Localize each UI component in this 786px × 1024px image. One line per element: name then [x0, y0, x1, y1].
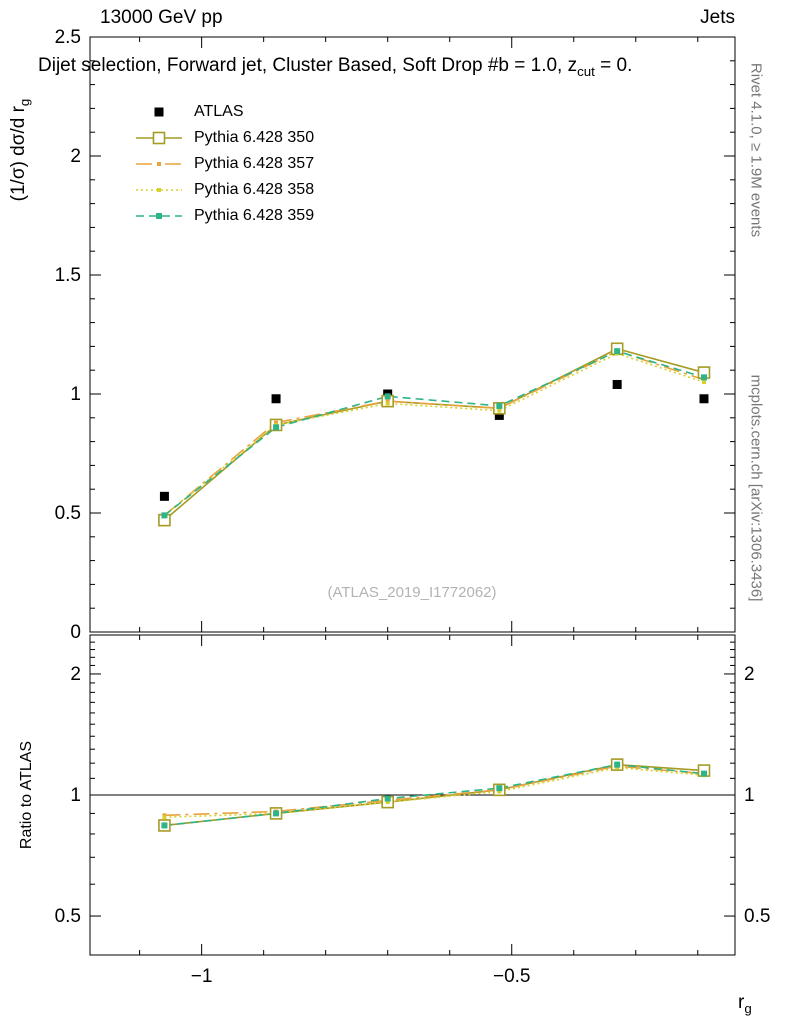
- plot-title: Dijet selection, Forward jet, Cluster Ba…: [38, 55, 632, 79]
- analysis-group-label: Jets: [700, 7, 735, 28]
- legend-item: Pythia 6.428 359: [136, 204, 314, 228]
- legend-item: Pythia 6.428 358: [136, 178, 314, 202]
- legend-item-label: Pythia 6.428 358: [194, 181, 315, 198]
- legend-marker-icon: [136, 188, 182, 192]
- beam-energy-label: 13000 GeV pp: [100, 7, 223, 28]
- main-y-axis-label-subscript: g: [16, 98, 32, 107]
- legend-item: ATLAS: [136, 100, 314, 124]
- legend-marker-icon: [154, 107, 164, 117]
- svg-text:2: 2: [70, 664, 81, 685]
- analysis-id-watermark: (ATLAS_2019_I1772062): [327, 584, 497, 601]
- svg-text:1: 1: [744, 785, 755, 806]
- svg-text:2.5: 2.5: [55, 27, 81, 48]
- plot-title-tail: = 0.: [594, 55, 633, 76]
- legend: ATLAS Pythia 6.428 350 Pythia 6.428 357 Pyt…: [136, 100, 314, 228]
- legend-item-label: Pythia 6.428 359: [194, 207, 315, 224]
- svg-text:2: 2: [744, 664, 755, 685]
- legend-marker-icon: [136, 213, 182, 219]
- mcplots-reference-label: mcplots.cern.ch [arXiv:1306.3436]: [747, 374, 765, 602]
- svg-text:0.5: 0.5: [55, 503, 81, 524]
- x-axis-label: rg: [738, 992, 752, 1016]
- legend-marker-icon: [136, 131, 182, 145]
- svg-text:0: 0: [70, 622, 81, 643]
- svg-text:1: 1: [70, 785, 81, 806]
- ratio-plot-panel: 0.5 0.5 1 1 2 2 −1 −0.5: [55, 634, 770, 987]
- svg-text:2: 2: [70, 146, 81, 167]
- x-axis-label-subscript: g: [744, 1000, 752, 1016]
- plot-title-subscript: cut: [577, 63, 595, 79]
- svg-text:0.5: 0.5: [744, 906, 770, 927]
- svg-text:1.5: 1.5: [55, 265, 81, 286]
- legend-marker-icon: [136, 162, 182, 166]
- ratio-y-axis-label: Ratio to ATLAS: [18, 740, 35, 850]
- svg-text:−0.5: −0.5: [493, 966, 531, 987]
- legend-item: Pythia 6.428 357: [136, 152, 314, 176]
- main-y-axis-label: (1/σ) dσ/d rg: [8, 99, 32, 202]
- legend-item-label: ATLAS: [194, 103, 244, 120]
- svg-text:1: 1: [70, 384, 81, 405]
- main-plot-panel: 0 0.5 1 1.5 2 2.5: [55, 27, 736, 643]
- main-y-axis-label-text: (1/σ) dσ/d r: [8, 106, 30, 202]
- legend-item-label: Pythia 6.428 357: [194, 155, 315, 172]
- svg-text:−1: −1: [191, 966, 213, 987]
- legend-item-label: Pythia 6.428 350: [194, 129, 315, 146]
- rivet-version-label: Rivet 4.1.0, ≥ 1.9M events: [747, 62, 765, 238]
- x-axis-label-text: r: [738, 992, 745, 1013]
- svg-text:0.5: 0.5: [55, 906, 81, 927]
- plot-title-text: Dijet selection, Forward jet, Cluster Ba…: [38, 55, 578, 76]
- legend-item: Pythia 6.428 350: [136, 126, 314, 150]
